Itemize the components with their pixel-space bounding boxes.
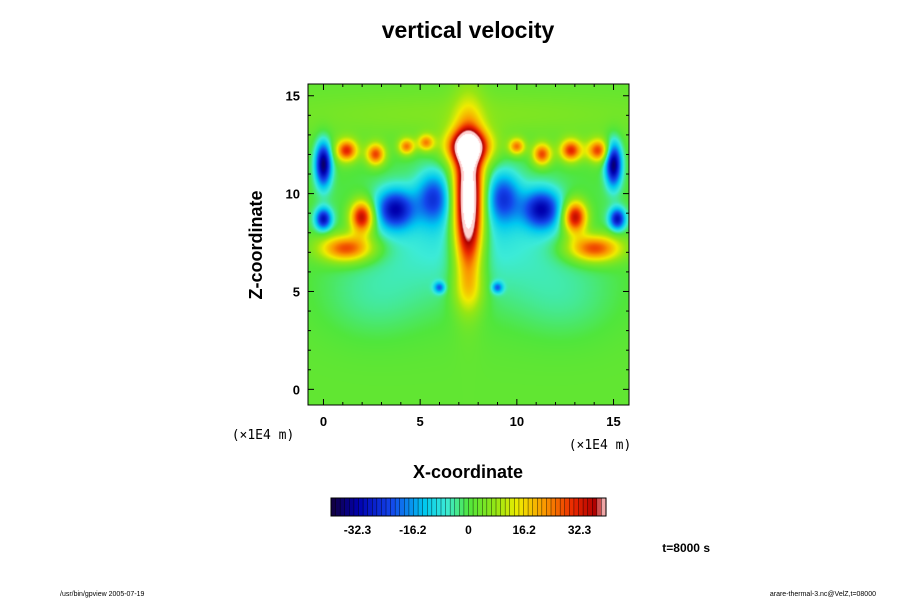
time-label: t=8000 s [662, 541, 710, 555]
colorbar-swatch [532, 498, 538, 516]
colorbar-swatch [482, 498, 488, 516]
colorbar-swatch [381, 498, 387, 516]
colorbar-frame [330, 497, 607, 517]
y-tick-label: 15 [286, 89, 300, 104]
colorbar-swatch [486, 498, 493, 516]
colorbar-swatch [500, 498, 506, 516]
x-unit-label-left: (×1E4 m) [232, 428, 295, 443]
colorbar-swatch [340, 498, 346, 516]
colorbar-swatch [555, 498, 561, 516]
chart-title: vertical velocity [382, 17, 555, 43]
colorbar-tick-label: -32.3 [344, 523, 372, 537]
colorbar-swatch [353, 498, 360, 516]
colorbar-swatch [491, 498, 497, 516]
footer-command: /usr/bin/gpview 2005-07-19 [60, 591, 145, 598]
colorbar-swatch [551, 498, 557, 516]
colorbar-swatch [473, 498, 479, 516]
colorbar-swatch [560, 498, 566, 516]
colorbar-swatch [376, 498, 383, 516]
heatmap-image [308, 84, 629, 405]
colorbar-swatch [408, 498, 415, 516]
colorbar-swatch [358, 498, 364, 516]
colorbar-swatch [514, 498, 520, 516]
x-tick-label: 10 [510, 414, 524, 429]
x-tick-label: 5 [417, 414, 424, 429]
colorbar-swatch [367, 498, 373, 516]
colorbar-tick-label: 16.2 [513, 523, 537, 537]
footer-file: arare-thermal-3.nc@VelZ,t=08000 [770, 591, 876, 598]
colorbar-swatch [578, 498, 584, 516]
y-tick-label: 0 [293, 382, 300, 397]
x-unit-label-right: (×1E4 m) [569, 438, 632, 453]
colorbar-swatch [427, 498, 433, 516]
axes: 0 5 10 15 0 5 10 15 [286, 84, 629, 429]
colorbar-swatch [349, 498, 355, 516]
colorbar-tick-label: 32.3 [568, 523, 592, 537]
colorbar-swatch [399, 498, 405, 516]
colorbar-swatch [331, 498, 337, 516]
colorbar-swatch [404, 498, 410, 516]
colorbar-swatch [418, 498, 424, 516]
colorbar-tick-label: 0 [465, 523, 472, 537]
colorbar-swatch [386, 498, 392, 516]
colorbar-swatch [496, 498, 502, 516]
colorbar-swatch [564, 498, 570, 516]
colorbar-swatch [395, 498, 401, 516]
colorbar-swatch [372, 498, 378, 516]
colorbar-swatch [459, 498, 465, 516]
colorbar-swatch [344, 498, 350, 516]
colorbar-swatch [518, 498, 525, 516]
colorbar-swatch [468, 498, 474, 516]
colorbar-swatch [509, 498, 515, 516]
colorbar-swatch [569, 498, 575, 516]
colorbar-swatch [505, 498, 511, 516]
colorbar-swatch [583, 498, 589, 516]
y-tick-label: 10 [286, 187, 300, 202]
x-tick-label: 15 [606, 414, 620, 429]
colorbar-swatch [523, 498, 529, 516]
colorbar-swatch [445, 498, 451, 516]
colorbar-swatch [541, 498, 548, 516]
colorbar: -32.3 -16.2 0 16.2 32.3 [330, 497, 607, 537]
colorbar-swatch [546, 498, 552, 516]
colorbar-swatch [573, 498, 580, 516]
colorbar-swatch [390, 498, 396, 516]
colorbar-swatch [537, 498, 543, 516]
colorbar-swatch [431, 498, 438, 516]
plot-frame [307, 83, 630, 406]
colorbar-tick-label: -16.2 [399, 523, 427, 537]
colorbar-swatch [363, 498, 369, 516]
colorbar-swatch [454, 498, 460, 516]
colorbar-swatch [596, 498, 603, 516]
colorbar-swatch [450, 498, 456, 516]
y-axis-title: Z-coordinate [246, 190, 266, 299]
colorbar-swatch [463, 498, 470, 516]
colorbar-swatch [335, 498, 341, 516]
colorbar-swatch [413, 498, 419, 516]
colorbar-swatch [436, 498, 442, 516]
colorbar-swatch [441, 498, 447, 516]
colorbar-swatch [528, 498, 534, 516]
x-axis-title: X-coordinate [413, 462, 523, 482]
colorbar-swatch [592, 498, 598, 516]
colorbar-swatch [422, 498, 428, 516]
heatmap-field [308, 84, 629, 405]
colorbar-swatch [587, 498, 593, 516]
colorbar-swatch [477, 498, 483, 516]
x-tick-label: 0 [320, 414, 327, 429]
colorbar-swatch [601, 498, 607, 516]
y-tick-label: 5 [293, 284, 300, 299]
